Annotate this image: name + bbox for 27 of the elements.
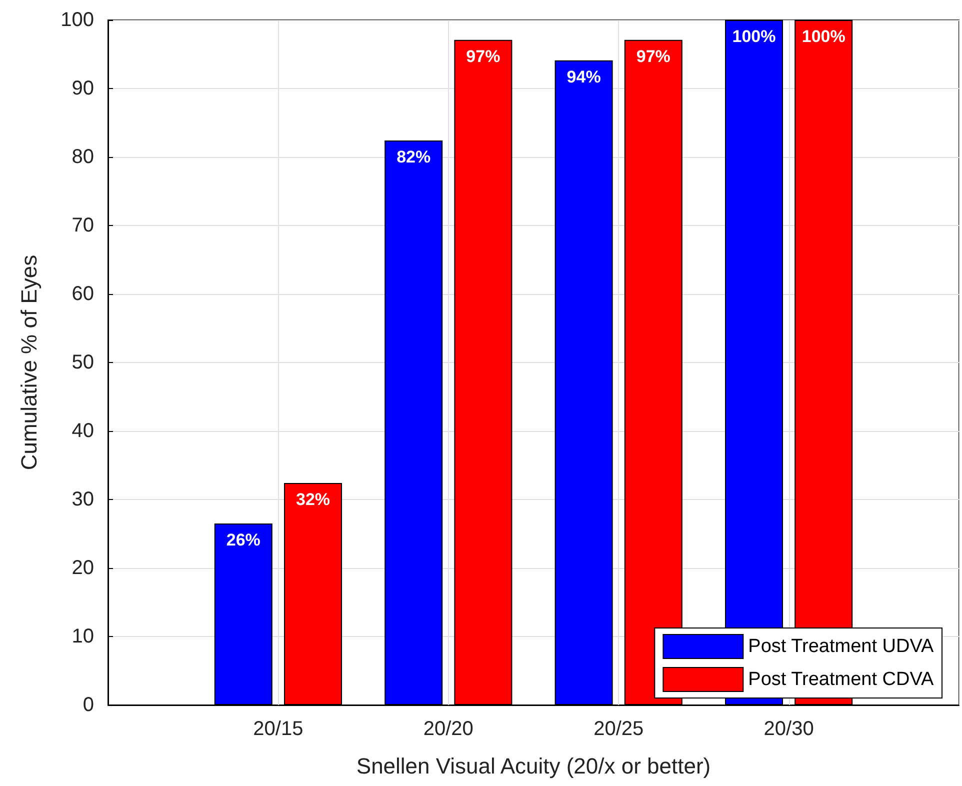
y-tick-label: 50 xyxy=(72,352,94,374)
x-tick-label: 20/15 xyxy=(253,718,304,740)
y-tick-label: 40 xyxy=(72,420,94,442)
data-label: 97% xyxy=(466,46,500,66)
data-label: 100% xyxy=(732,27,776,46)
y-axis-title: Cumulative % of Eyes xyxy=(16,254,42,470)
y-tick-label: 0 xyxy=(82,694,94,716)
y-tick-label: 30 xyxy=(72,488,94,510)
y-tick-label: 90 xyxy=(72,78,94,100)
y-tick-label: 10 xyxy=(72,626,94,648)
data-label: 100% xyxy=(802,27,846,46)
x-tick-label: 20/30 xyxy=(764,718,814,740)
legend-label: Post Treatment UDVA xyxy=(748,636,934,657)
data-label: 32% xyxy=(296,490,330,510)
data-label: 26% xyxy=(226,530,260,550)
x-tick-label: 20/25 xyxy=(594,718,644,740)
y-tick-label: 80 xyxy=(72,146,94,168)
x-tick-label: 20/20 xyxy=(423,718,474,740)
x-axis-title: Snellen Visual Acuity (20/x or better) xyxy=(356,754,711,778)
y-tick-label: 100 xyxy=(60,9,94,31)
data-label: 94% xyxy=(566,67,601,86)
data-label: 97% xyxy=(636,46,670,66)
y-tick-label: 70 xyxy=(72,214,94,236)
y-tick-label: 20 xyxy=(72,557,94,579)
y-tick-label: 60 xyxy=(72,283,94,305)
legend-label: Post Treatment CDVA xyxy=(748,669,934,690)
data-label: 82% xyxy=(396,148,431,167)
